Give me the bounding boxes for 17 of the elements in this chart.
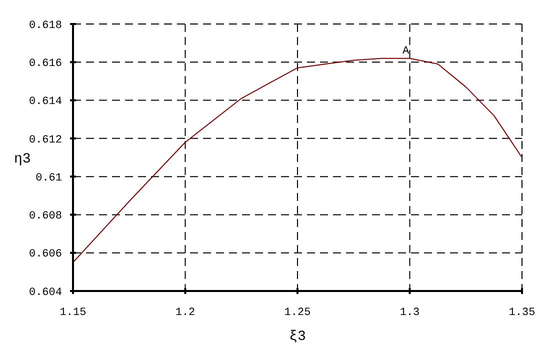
x-tick-label: 1.2 — [175, 307, 196, 319]
y-tick-label: 0.616 — [28, 58, 62, 70]
y-tick-label: 0.606 — [28, 248, 62, 261]
x-tick-label: 1.3 — [400, 307, 420, 319]
y-tick-label: 0.604 — [28, 286, 62, 299]
x-axis-title: ξ3 — [289, 329, 306, 345]
y-tick-label: 0.608 — [28, 210, 62, 223]
x-tick-label: 1.25 — [284, 307, 311, 319]
y-tick-label: 0.614 — [28, 96, 62, 108]
x-tick-label: 1.15 — [60, 307, 86, 319]
annotation: A — [402, 45, 410, 58]
x-tick-label: 1.35 — [508, 307, 536, 319]
y-axis-title: η3 — [14, 151, 31, 168]
line-series — [72, 58, 522, 263]
y-tick-label: 0.612 — [28, 134, 62, 146]
y-tick-label: 0.61 — [36, 172, 62, 184]
y-tick-label: 0.618 — [28, 20, 62, 32]
